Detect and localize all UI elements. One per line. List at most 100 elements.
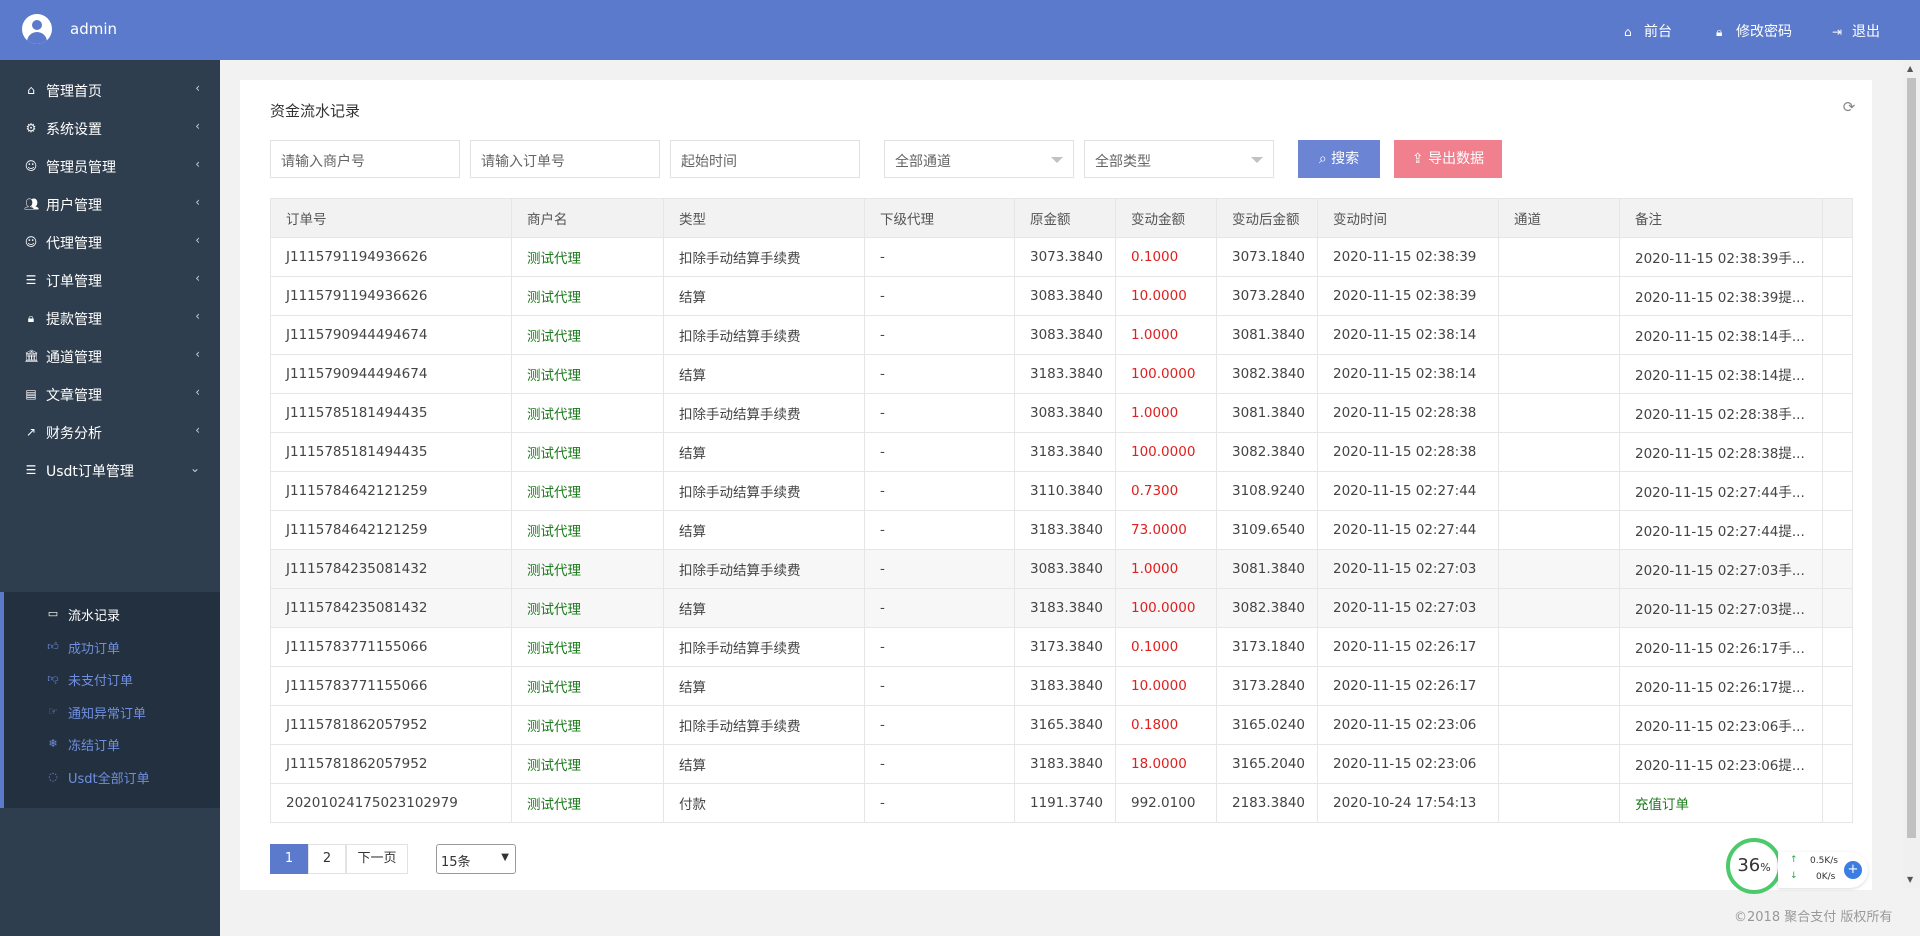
- table-cell-2: 扣除手动结算手续费: [663, 393, 865, 433]
- thumbs-down-icon: 👎︎: [47, 672, 59, 685]
- column-header[interactable]: 商户名: [511, 198, 664, 238]
- column-header[interactable]: 备注: [1619, 198, 1823, 238]
- table-row[interactable]: 20201024175023102979 测试代理 付款 -1191.3740 992.…: [270, 783, 1853, 823]
- search-button[interactable]: ⌕ 搜索: [1298, 140, 1380, 178]
- table-row[interactable]: J1115790944494674 测试代理 扣除手动结算手续费 -3083.3840…: [270, 315, 1853, 355]
- submenu-item-5[interactable]: ◌ Usdt全部订单: [4, 761, 220, 793]
- sidebar-item-9[interactable]: ↗ 财务分析 ‹: [0, 410, 220, 456]
- column-header[interactable]: 变动时间: [1317, 198, 1499, 238]
- table-row[interactable]: J1115791194936626 测试代理 结算 -3083.3840 10.0000…: [270, 276, 1853, 316]
- sidebar-item-0[interactable]: ⌂ 管理首页 ‹: [0, 68, 220, 114]
- avatar[interactable]: [22, 14, 52, 44]
- user-circle-icon: ☺: [24, 159, 38, 173]
- sidebar-item-6[interactable]: 🔒︎ 提款管理 ‹: [0, 296, 220, 342]
- table-cell-2: 扣除手动结算手续费: [663, 627, 865, 667]
- table-row[interactable]: J1115785181494435 测试代理 结算 -3183.3840 100.000…: [270, 432, 1853, 472]
- sidebar-item-4[interactable]: ☺ 代理管理 ‹: [0, 220, 220, 266]
- column-header[interactable]: 类型: [663, 198, 865, 238]
- table-cell-9: 2020-11-15 02:27:44手...: [1619, 471, 1823, 511]
- table-cell-3: -: [864, 666, 1015, 706]
- submenu-item-3[interactable]: ☞ 通知异常订单: [4, 696, 220, 728]
- export-button[interactable]: ⇪ 导出数据: [1394, 140, 1502, 178]
- chevron-down-icon: ⌄: [189, 461, 200, 475]
- table-row[interactable]: J1115785181494435 测试代理 扣除手动结算手续费 -3083.3840…: [270, 393, 1853, 433]
- table-cell-spacer: [1822, 627, 1853, 667]
- table-row[interactable]: J1115784642121259 测试代理 扣除手动结算手续费 -3110.3840…: [270, 471, 1853, 511]
- table-cell-6: 3108.9240: [1216, 471, 1318, 511]
- table-cell-3: -: [864, 354, 1015, 394]
- sidebar-item-1[interactable]: ⚙ 系统设置 ‹: [0, 106, 220, 152]
- table-cell-2: 结算: [663, 588, 865, 628]
- table-cell-3: -: [864, 549, 1015, 589]
- logout-link[interactable]: ⇥ 退出: [1832, 24, 1880, 40]
- table-cell-9: 2020-11-15 02:27:03提...: [1619, 588, 1823, 628]
- submenu-item-label: 未支付订单: [68, 674, 134, 689]
- order-number-input[interactable]: 请输入订单号: [470, 140, 660, 178]
- column-header[interactable]: 通道: [1498, 198, 1620, 238]
- network-speed-widget[interactable]: ↑ 0.5K/s ↓ 0K/s +: [1778, 852, 1868, 888]
- sidebar: ⌂ 管理首页 ‹ ⚙ 系统设置 ‹ ☺ 管理员管理 ‹ 👥︎ 用户管理 ‹ ☺ 代理管理 ‹ ☰ 订单管理 ‹ 🔒︎…: [0, 60, 220, 936]
- column-header[interactable]: 变动金额: [1115, 198, 1217, 238]
- table-cell-5: 1.0000: [1115, 549, 1217, 589]
- table-cell-1: 测试代理: [511, 588, 664, 628]
- refresh-icon[interactable]: ⟳: [1842, 98, 1856, 116]
- table-cell-spacer: [1822, 354, 1853, 394]
- submenu-item-0[interactable]: ▭ 流水记录: [4, 598, 220, 630]
- table-cell-5: 100.0000: [1115, 432, 1217, 472]
- scrollbar-thumb[interactable]: [1907, 78, 1916, 838]
- sidebar-item-5[interactable]: ☰ 订单管理 ‹: [0, 258, 220, 304]
- sidebar-item-3[interactable]: 👥︎ 用户管理 ‹: [0, 182, 220, 228]
- table-row[interactable]: J1115784235081432 测试代理 结算 -3183.3840 100.000…: [270, 588, 1853, 628]
- submenu-item-2[interactable]: 👎︎ 未支付订单: [4, 663, 220, 695]
- change-password-link[interactable]: 🔒︎ 修改密码: [1716, 24, 1792, 40]
- table-cell-4: 3183.3840: [1014, 744, 1116, 784]
- percent-unit: %: [1760, 861, 1771, 874]
- merchant-input[interactable]: 请输入商户号: [270, 140, 460, 178]
- scroll-up-icon[interactable]: ▲: [1907, 64, 1914, 73]
- scroll-down-icon[interactable]: ▼: [1907, 875, 1914, 884]
- admin-username[interactable]: admin: [70, 20, 117, 38]
- table-row[interactable]: J1115783771155066 测试代理 扣除手动结算手续费 -3173.3840…: [270, 627, 1853, 667]
- column-header[interactable]: 订单号: [270, 198, 512, 238]
- sidebar-item-10[interactable]: ☰ Usdt订单管理 ⌄: [0, 448, 220, 494]
- table-cell-1: 测试代理: [511, 237, 664, 277]
- table-cell-1: 测试代理: [511, 705, 664, 745]
- column-header[interactable]: 下级代理: [864, 198, 1015, 238]
- type-select[interactable]: 全部类型: [1084, 140, 1274, 178]
- table-row[interactable]: J1115784235081432 测试代理 扣除手动结算手续费 -3083.3840…: [270, 549, 1853, 589]
- table-cell-spacer: [1822, 783, 1853, 823]
- page-2-button[interactable]: 2: [308, 844, 346, 874]
- table-row[interactable]: J1115790944494674 测试代理 结算 -3183.3840 100.000…: [270, 354, 1853, 394]
- sidebar-item-7[interactable]: 🏛︎ 通道管理 ‹: [0, 334, 220, 380]
- sidebar-item-2[interactable]: ☺ 管理员管理 ‹: [0, 144, 220, 190]
- channel-select[interactable]: 全部通道: [884, 140, 1074, 178]
- page-1-button[interactable]: 1: [270, 844, 308, 874]
- scrollbar[interactable]: ▲ ▼: [1903, 60, 1920, 888]
- submenu-item-4[interactable]: ❄ 冻结订单: [4, 728, 220, 760]
- sidebar-item-label: 管理首页: [46, 84, 102, 100]
- upload-speed: 0.5K/s: [1810, 856, 1838, 866]
- next-page-button[interactable]: 下一页: [346, 844, 408, 874]
- table-row[interactable]: J1115784642121259 测试代理 结算 -3183.3840 73.0000…: [270, 510, 1853, 550]
- memory-percent: 36: [1737, 855, 1761, 876]
- table-cell-1: 测试代理: [511, 549, 664, 589]
- column-header[interactable]: 变动后金额: [1216, 198, 1318, 238]
- memory-usage-widget[interactable]: 36%: [1726, 838, 1782, 894]
- column-header[interactable]: 原金额: [1014, 198, 1116, 238]
- front-link[interactable]: ⌂ 前台: [1624, 24, 1672, 40]
- table-row[interactable]: J1115791194936626 测试代理 扣除手动结算手续费 -3073.3840…: [270, 237, 1853, 277]
- table-row[interactable]: J1115781862057952 测试代理 扣除手动结算手续费 -3165.3840…: [270, 705, 1853, 745]
- boost-icon[interactable]: +: [1844, 861, 1862, 879]
- sidebar-item-8[interactable]: ▤ 文章管理 ‹: [0, 372, 220, 418]
- table-row[interactable]: J1115781862057952 测试代理 结算 -3183.3840 18.0000…: [270, 744, 1853, 784]
- start-time-input[interactable]: 起始时间: [670, 140, 860, 178]
- submenu-item-1[interactable]: 👍︎ 成功订单: [4, 631, 220, 663]
- table-row[interactable]: J1115783771155066 测试代理 结算 -3183.3840 10.0000…: [270, 666, 1853, 706]
- table-cell-4: 3083.3840: [1014, 315, 1116, 355]
- table-cell-3: -: [864, 471, 1015, 511]
- table-cell-0: J1115781862057952: [270, 744, 512, 784]
- caret-down-icon: [1051, 157, 1063, 163]
- chevron-left-icon: ‹: [195, 119, 200, 133]
- page-size-select[interactable]: 15条 ▼: [436, 844, 516, 874]
- table-cell-4: 3083.3840: [1014, 276, 1116, 316]
